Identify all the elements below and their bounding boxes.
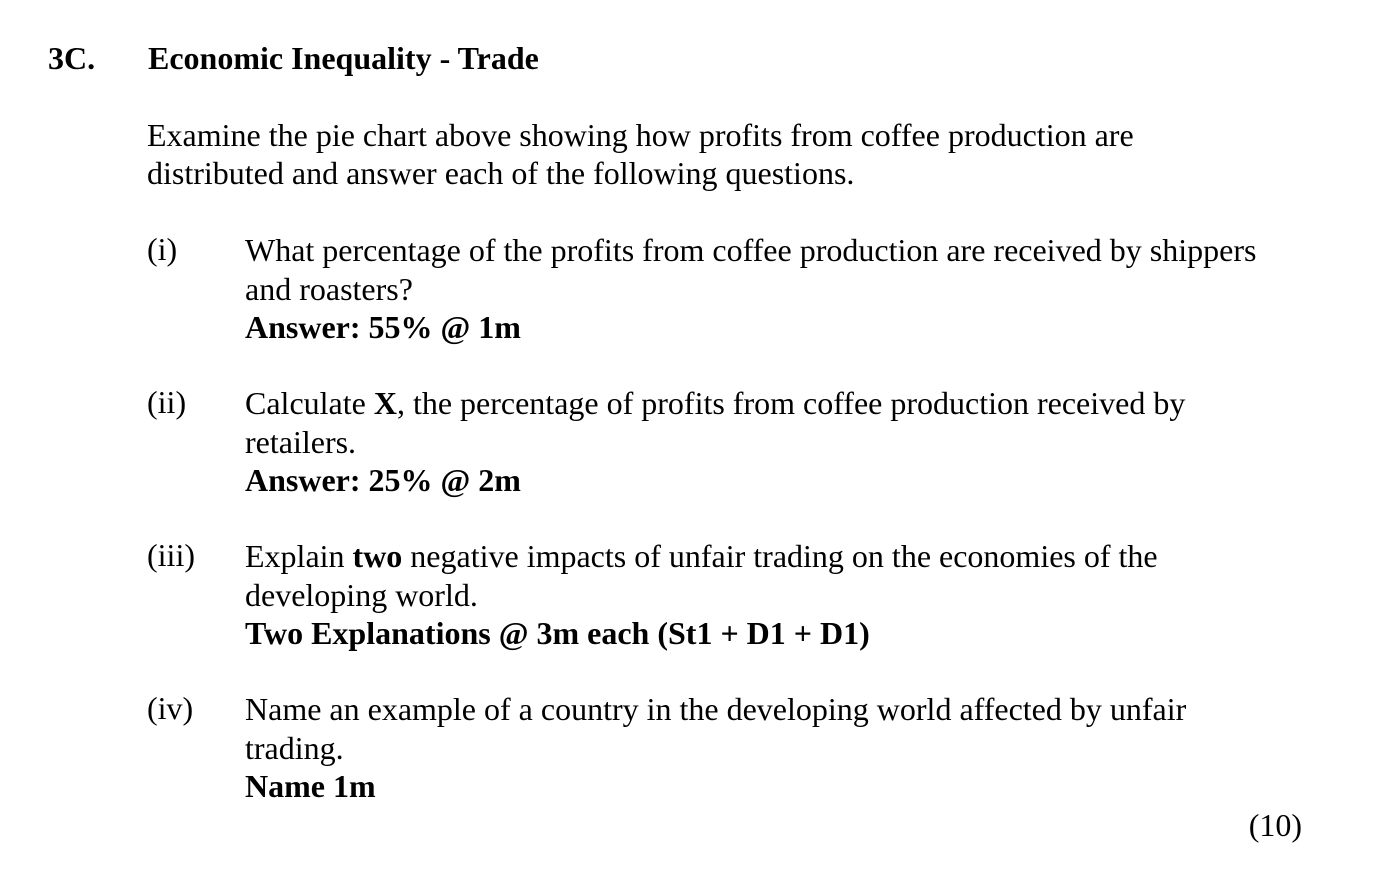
- part-i-line-2: and roasters?: [245, 270, 413, 307]
- part-ii-answer: Answer: 25% @ 2m: [245, 462, 521, 498]
- part-iii: Explain two negative impacts of unfair t…: [245, 537, 1158, 653]
- part-i-line-1: What percentage of the profits from coff…: [245, 232, 1257, 268]
- part-label-iii: (iii): [147, 537, 195, 573]
- intro-line-2: distributed and answer each of the follo…: [147, 155, 855, 191]
- part-iii-answer: Two Explanations @ 3m each (St1 + D1 + D…: [245, 615, 870, 651]
- part-iii-line-2: developing world.: [245, 576, 478, 613]
- intro-line-1: Examine the pie chart above showing how …: [147, 117, 1134, 153]
- part-iii-emphasis-two: two: [352, 538, 403, 574]
- part-ii-variable-x: X: [373, 385, 397, 421]
- part-ii: Calculate X, the percentage of profits f…: [245, 384, 1185, 500]
- part-ii-line-1-b: , the percentage of profits from coffee …: [396, 385, 1186, 421]
- part-ii-line-2: retailers.: [245, 423, 357, 460]
- part-iii-line-1: Explain two negative impacts of unfair t…: [245, 537, 1158, 576]
- part-iv-line-2: trading.: [245, 729, 344, 766]
- part-iii-line-1-b: negative impacts of unfair trading on th…: [402, 538, 1158, 574]
- part-label-ii: (ii): [147, 384, 187, 420]
- part-label-iv: (iv): [147, 690, 194, 726]
- total-marks: (10): [1248, 807, 1302, 843]
- part-ii-line-1-a: Calculate: [245, 385, 374, 421]
- part-i-answer: Answer: 55% @ 1m: [245, 309, 521, 345]
- part-iv: Name an example of a country in the deve…: [245, 690, 1186, 806]
- question-title: Economic Inequality - Trade: [148, 40, 539, 76]
- part-iii-line-1-a: Explain: [245, 538, 353, 574]
- part-ii-line-1: Calculate X, the percentage of profits f…: [245, 384, 1185, 423]
- part-iv-line-1: Name an example of a country in the deve…: [245, 691, 1187, 727]
- part-label-i: (i): [147, 231, 178, 267]
- intro-text: Examine the pie chart above showing how …: [147, 116, 1134, 192]
- question-number: 3C.: [48, 40, 96, 76]
- part-iv-answer: Name 1m: [245, 768, 376, 804]
- part-i: What percentage of the profits from coff…: [245, 231, 1256, 347]
